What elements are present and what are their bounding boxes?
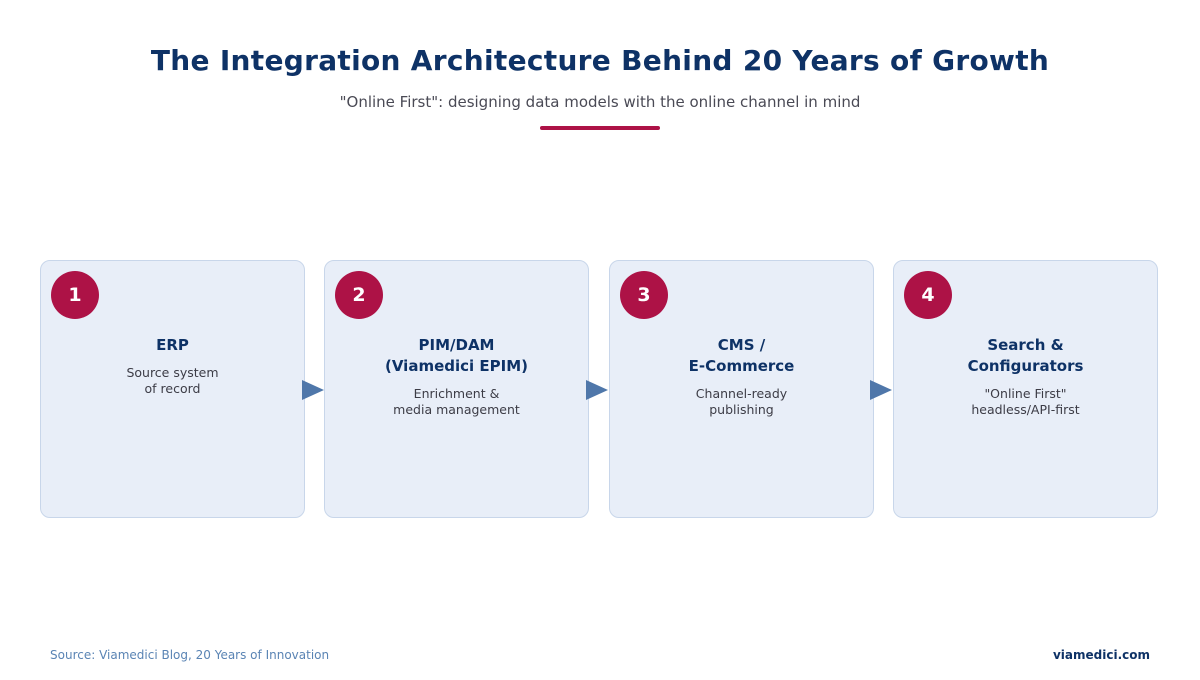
source-caption: Source: Viamedici Blog, 20 Years of Inno… [50, 648, 330, 662]
page-subtitle: "Online First": designing data models wi… [339, 93, 861, 111]
brand-label: viamedici.com [1052, 648, 1150, 662]
step-card-pim-dam: 2 PIM/DAM (Viamedici EPIM) Enrichment & … [324, 260, 589, 518]
step-number-badge: 4 [904, 271, 952, 319]
step-number-badge: 1 [51, 271, 99, 319]
arrow-right-icon [870, 380, 892, 400]
arrow-right-icon [302, 380, 324, 400]
step-description: Source system of record [126, 365, 219, 396]
accent-divider [540, 126, 660, 130]
step-description: Enrichment & media management [393, 386, 520, 417]
step-number-badge: 3 [620, 271, 668, 319]
step-card-erp: 1 ERP Source system of record [40, 260, 305, 518]
arrow-right-icon [586, 380, 608, 400]
step-description: Channel-ready publishing [695, 386, 788, 417]
page-title: The Integration Architecture Behind 20 Y… [150, 44, 1050, 77]
step-description: "Online First" headless/API-first [971, 386, 1080, 417]
step-title: CMS / E-Commerce [688, 336, 795, 375]
step-card-search-configurators: 4 Search & Configurators "Online First" … [893, 260, 1158, 518]
step-number-badge: 2 [335, 271, 383, 319]
step-card-cms-ecommerce: 3 CMS / E-Commerce Channel-ready publish… [609, 260, 874, 518]
step-title: ERP [156, 336, 189, 354]
step-title: Search & Configurators [967, 336, 1084, 375]
step-title: PIM/DAM (Viamedici EPIM) [384, 336, 528, 375]
